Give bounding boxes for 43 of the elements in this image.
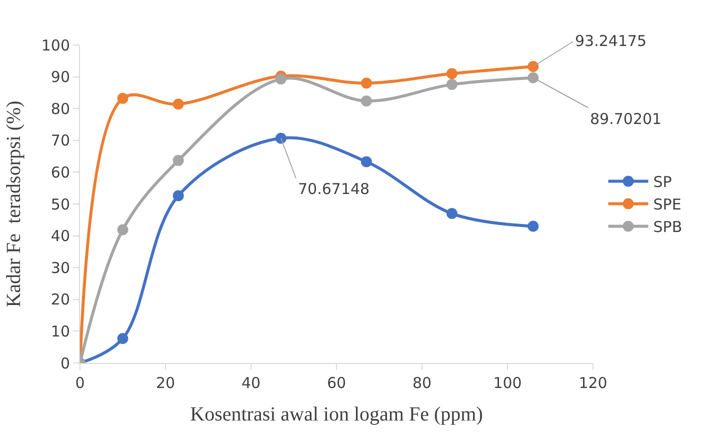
x-tick-label: 120 <box>578 374 608 392</box>
point <box>446 78 458 90</box>
point <box>528 220 539 232</box>
data-label: 89.70201 <box>590 110 662 128</box>
legend-label: SPB <box>653 218 682 236</box>
y-tick-label: 40 <box>50 227 70 246</box>
x-tick-label: 40 <box>241 374 261 392</box>
point <box>275 74 286 85</box>
y-tick-label: 20 <box>50 290 70 309</box>
data-label: 93.24175 <box>575 32 647 50</box>
y-tick-label: 10 <box>50 322 70 340</box>
point <box>172 190 184 202</box>
data-label: 70.67148 <box>298 180 370 198</box>
x-axis-title: Kosentrasi awal ion logam Fe (ppm) <box>190 404 483 426</box>
y-axis-title: Kadar Fe teradsorpsi (%) <box>2 100 25 308</box>
point <box>360 156 372 168</box>
legend-label: SPE <box>653 196 682 214</box>
y-tick-label: 0 <box>60 354 70 372</box>
point <box>446 208 458 220</box>
point <box>360 95 372 106</box>
point <box>360 78 372 89</box>
point <box>117 333 128 344</box>
point <box>117 92 128 104</box>
point <box>275 132 286 144</box>
point <box>446 68 458 80</box>
x-tick-label: 100 <box>493 374 522 392</box>
y-tick-label: 50 <box>50 195 70 214</box>
x-tick-label: 80 <box>412 374 432 392</box>
legend-label: SP <box>653 173 672 192</box>
point <box>172 154 184 166</box>
y-tick-label: 80 <box>50 100 70 118</box>
x-tick-label: 20 <box>156 374 176 392</box>
y-tick-label: 70 <box>50 132 70 150</box>
y-tick-label: 90 <box>50 68 70 86</box>
point <box>528 72 539 84</box>
y-tick-label: 60 <box>50 163 70 182</box>
y-tick-label: 100 <box>41 36 70 54</box>
x-tick-label: 60 <box>326 374 346 392</box>
point <box>528 60 539 72</box>
x-tick-label: 0 <box>75 374 85 392</box>
y-tick-label: 30 <box>50 258 70 277</box>
point <box>172 98 184 110</box>
point <box>117 224 128 236</box>
